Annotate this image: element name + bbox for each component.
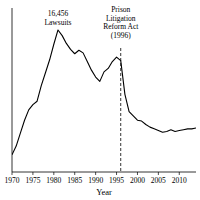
x-tick (32, 172, 33, 175)
x-tick (158, 172, 159, 175)
x-axis-label: Year (96, 187, 112, 197)
x-tick (74, 172, 75, 175)
x-tick-label: 1995 (109, 176, 124, 185)
chart: 1970 1975 1980 1985 1990 1995 2000 2005 2010 Year… (0, 0, 200, 200)
data-line (12, 30, 196, 155)
x-tick (12, 172, 13, 175)
annotation-text: Lawsuits (44, 18, 71, 27)
x-tick-label: 1985 (67, 176, 82, 185)
x-tick-label: 1980 (46, 176, 61, 185)
x-tick (137, 172, 138, 175)
x-tick-label: 1970 (5, 176, 20, 185)
x-tick (53, 172, 54, 175)
y-axis (12, 8, 13, 172)
x-tick-label: 2000 (130, 176, 145, 185)
x-tick (95, 172, 96, 175)
x-tick (116, 172, 117, 175)
annotation-text: (1996) (111, 31, 131, 40)
x-tick-label: 1990 (88, 176, 103, 185)
x-tick-label: 1975 (25, 176, 40, 185)
x-tick-label: 2005 (151, 176, 166, 185)
plot-area (12, 30, 196, 172)
x-tick-label: 2010 (172, 176, 187, 185)
x-tick (179, 172, 180, 175)
x-axis (12, 172, 196, 173)
